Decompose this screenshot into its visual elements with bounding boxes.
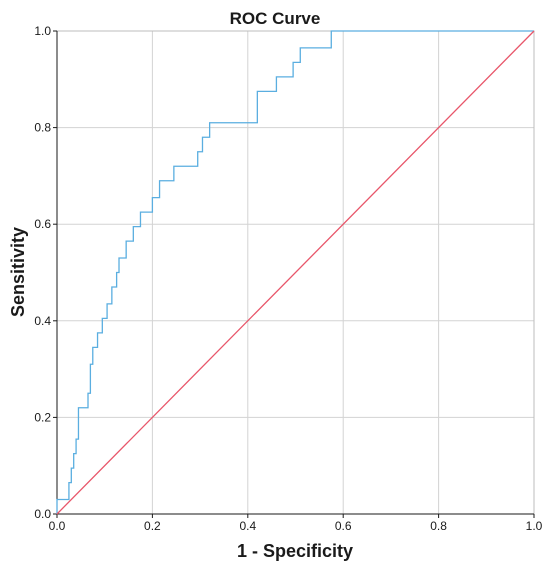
x-tick-label: 0.4 (239, 519, 256, 533)
series-layer (56, 30, 535, 515)
ticks-layer: 0.0 0.2 0.4 0.6 0.8 1.0 0.0 0.2 0.4 0.6 0.8 1.0 (34, 24, 542, 533)
roc-curve-line (56, 30, 534, 514)
y-tick-label: 0.8 (34, 121, 51, 135)
x-axis-label: 1 - Specificity (237, 541, 353, 561)
y-tick-label: 0.2 (34, 410, 51, 424)
x-tick-label: 0.0 (49, 519, 66, 533)
x-tick-label: 1.0 (526, 519, 543, 533)
reference-diagonal-line (56, 30, 535, 515)
chart-title: ROC Curve (230, 9, 321, 28)
x-tick-label: 0.6 (335, 519, 352, 533)
x-tick-label: 0.8 (430, 519, 447, 533)
grid-layer (57, 31, 534, 514)
x-tick-label: 0.2 (144, 519, 161, 533)
y-tick-label: 0.0 (34, 507, 51, 521)
axes-layer (56, 30, 535, 515)
y-tick-label: 0.4 (34, 314, 51, 328)
y-axis-label: Sensitivity (8, 227, 28, 317)
y-tick-label: 0.6 (34, 217, 51, 231)
y-tick-label: 1.0 (34, 24, 51, 38)
